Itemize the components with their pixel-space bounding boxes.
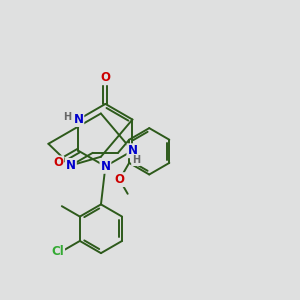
Text: H: H — [132, 155, 140, 165]
Text: O: O — [53, 156, 63, 170]
Text: N: N — [66, 159, 76, 172]
Text: N: N — [128, 144, 137, 157]
Text: N: N — [74, 113, 83, 126]
Text: O: O — [100, 71, 110, 84]
Text: Cl: Cl — [51, 245, 64, 258]
Text: H: H — [63, 112, 71, 122]
Text: O: O — [115, 173, 124, 186]
Text: N: N — [100, 160, 110, 173]
